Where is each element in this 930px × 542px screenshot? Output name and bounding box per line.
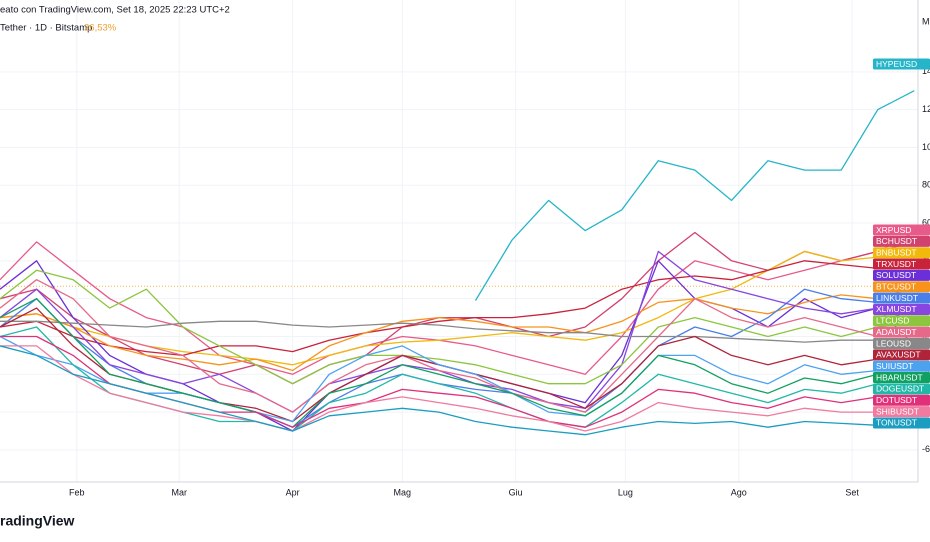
axis-menu[interactable]: M (922, 16, 930, 26)
x-tick-label: Ago (731, 487, 747, 497)
logo: radingView (0, 513, 75, 529)
series-tag (873, 372, 930, 384)
series-line (0, 345, 915, 432)
symbol: Tether · 1D · Bitstamp (0, 23, 92, 34)
series-tag (873, 406, 930, 418)
series-name: LTCUSD (876, 316, 909, 326)
x-tick-label: Mar (171, 487, 187, 497)
series-line (0, 298, 915, 428)
series-line (0, 269, 915, 385)
x-tick-label: Set (845, 487, 859, 497)
lines (0, 90, 918, 436)
series-line (0, 250, 915, 413)
series-line (0, 345, 915, 436)
symbol-change: 26,53% (84, 23, 117, 34)
series-tag (873, 224, 930, 236)
series-tag (873, 235, 930, 247)
series-name: HYPEUSD (876, 59, 917, 69)
series-name: XRPUSD (876, 225, 911, 235)
series-line (0, 231, 915, 375)
series-tag (873, 360, 930, 372)
series-tag (873, 58, 930, 70)
series-name: HBARUSDT (876, 372, 923, 382)
series-name: LINKUSDT (876, 293, 918, 303)
series-line (0, 335, 915, 423)
axis-labels: 140120100806040200-20-40-60FebMarAprMagG… (69, 66, 930, 497)
y-tick-label: 120 (922, 104, 930, 114)
x-tick-label: Apr (286, 487, 300, 497)
series-name: BCHUSDT (876, 236, 917, 246)
series-line (0, 231, 915, 385)
x-tick-label: Lug (618, 487, 633, 497)
series-name: DOGEUSDT (876, 384, 924, 394)
series-tag (873, 417, 930, 429)
y-tick-label: 140 (922, 66, 930, 76)
series-name: SOLUSDT (876, 270, 916, 280)
series-name: DOTUSDT (876, 395, 917, 405)
series-tag (873, 326, 930, 338)
x-tick-label: Feb (69, 487, 85, 497)
series-tag (873, 303, 930, 315)
series-name: BTCUSDT (876, 282, 916, 292)
series-name: TRXUSDT (876, 259, 916, 269)
series-line (0, 320, 915, 343)
series-tag (873, 247, 930, 259)
series-name: XLMUSDT (876, 304, 917, 314)
y-tick-label: 100 (922, 142, 930, 152)
series-tag (873, 394, 930, 406)
series-tag (873, 269, 930, 281)
x-tick-label: Giu (509, 487, 523, 497)
series-tag (873, 315, 930, 327)
series-name: BNBUSDT (876, 247, 917, 257)
series-name: ADAUSDT (876, 327, 917, 337)
series-line (0, 279, 915, 413)
series-tag (873, 281, 930, 293)
series-tag (873, 349, 930, 361)
series-name: TONUSDT (876, 418, 917, 428)
series-tag (873, 292, 930, 304)
series-tag (873, 258, 930, 270)
series-name: AVAXUSDT (876, 350, 921, 360)
series-tag (873, 383, 930, 395)
series-name: LEOUSD (876, 338, 911, 348)
series-name: SUIUSDT (876, 361, 913, 371)
series-tag (873, 338, 930, 349)
y-tick-label: -60 (922, 444, 930, 454)
credit: eato con TradingView.com, Set 18, 2025 2… (0, 5, 230, 16)
series-line (0, 286, 915, 372)
x-tick-label: Mag (394, 487, 412, 497)
y-tick-label: 60 (922, 217, 930, 227)
series-name: SHIBUSDT (876, 406, 919, 416)
y-tick-label: 80 (922, 180, 930, 190)
grid (0, 0, 918, 482)
series-line (474, 90, 915, 301)
